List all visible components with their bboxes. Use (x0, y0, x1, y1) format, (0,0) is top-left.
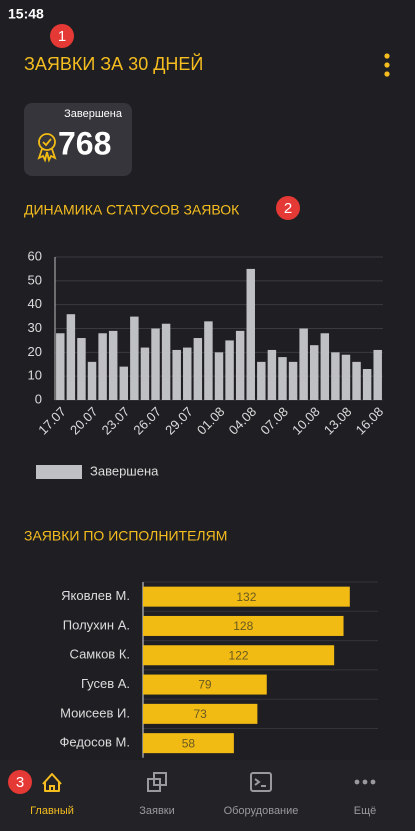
bar (130, 316, 139, 400)
y-tick-label: Яковлев М. (61, 588, 130, 603)
summary-label: Завершена (64, 108, 123, 120)
badge (8, 770, 32, 794)
menu-button[interactable] (384, 53, 390, 77)
y-tick-label: 30 (28, 320, 42, 335)
bar (98, 333, 107, 400)
bar (151, 328, 160, 400)
medal-icon (37, 133, 57, 163)
summary-card[interactable]: Завершена 768 (24, 103, 132, 176)
nav-items: Главный Заявки Оборудование Ещё (30, 772, 377, 817)
y-tick-label: 0 (35, 391, 42, 406)
data-label: 122 (229, 648, 249, 662)
bar (87, 361, 97, 400)
bar (66, 314, 76, 400)
nav-label: Главный (30, 805, 74, 817)
y-tick-label: Моисеев И. (60, 705, 130, 720)
bar (352, 361, 361, 400)
bar (362, 369, 372, 400)
bar (143, 615, 344, 636)
bottom-nav (0, 760, 415, 831)
nav-label: Заявки (139, 805, 175, 817)
data-label: 58 (182, 736, 196, 750)
badge (276, 196, 300, 220)
bar (161, 323, 171, 400)
bar (278, 357, 287, 400)
bar (143, 703, 258, 724)
badge-label: 2 (284, 200, 292, 217)
nav-icon (147, 772, 167, 792)
bar (331, 352, 340, 400)
bar (108, 330, 118, 400)
nav-icon (250, 772, 272, 792)
data-label: 128 (233, 619, 253, 633)
bar (288, 361, 298, 400)
nav-icon (42, 773, 62, 792)
bar (119, 366, 129, 400)
y-tick-label: 40 (28, 296, 42, 311)
bar (56, 333, 65, 400)
bar (77, 338, 86, 400)
nav-item[interactable]: Заявки (139, 772, 175, 817)
chart-title: ЗАЯВКИ ПО ИСПОЛНИТЕЛЯМ (24, 528, 227, 544)
y-tick-label: Полухин А. (63, 617, 130, 632)
bar (246, 268, 255, 400)
nav-label: Оборудование (224, 805, 299, 817)
bar (257, 361, 266, 400)
bar (143, 674, 267, 695)
bar (320, 333, 330, 400)
legend-label: Завершена (90, 463, 159, 478)
y-tick-label: 20 (28, 344, 42, 359)
bar (235, 330, 245, 400)
data-label: 73 (194, 707, 208, 721)
bar (341, 354, 351, 400)
y-tick-label: Гусев А. (81, 676, 130, 691)
bar (143, 733, 234, 754)
nav-item[interactable]: Ещё (354, 779, 377, 817)
bar (225, 340, 234, 400)
bar (193, 338, 203, 400)
bar (183, 347, 192, 400)
nav-item[interactable]: Оборудование (224, 772, 299, 817)
nav-label: Ещё (354, 805, 377, 817)
bar (143, 645, 335, 666)
bar (299, 328, 308, 400)
bar (214, 352, 224, 400)
bar (172, 349, 181, 400)
chart-title: ДИНАМИКА СТАТУСОВ ЗАЯВОК (24, 202, 240, 218)
data-label: 132 (236, 590, 256, 604)
bar (309, 345, 319, 400)
nav-icon (354, 779, 376, 785)
bar (143, 586, 350, 607)
status-time: 15:48 (8, 6, 44, 22)
y-tick-label: Федосов М. (60, 735, 130, 750)
y-tick-label: 10 (28, 368, 42, 383)
bar (373, 349, 382, 400)
badge-label: 1 (58, 28, 66, 45)
bar (140, 347, 150, 400)
header-title: ЗАЯВКИ ЗА 30 ДНЕЙ (24, 53, 203, 74)
legend-swatch (36, 465, 82, 479)
nav-item[interactable]: Главный (30, 773, 74, 817)
y-tick-label: 50 (28, 272, 42, 287)
bar (204, 321, 213, 400)
badge (50, 24, 74, 48)
summary-value: 768 (58, 125, 111, 161)
bar (267, 349, 277, 400)
data-label: 79 (198, 678, 212, 692)
y-tick-label: 60 (28, 248, 42, 263)
y-tick-label: Самков К. (70, 647, 130, 662)
badge-label: 3 (16, 774, 24, 791)
